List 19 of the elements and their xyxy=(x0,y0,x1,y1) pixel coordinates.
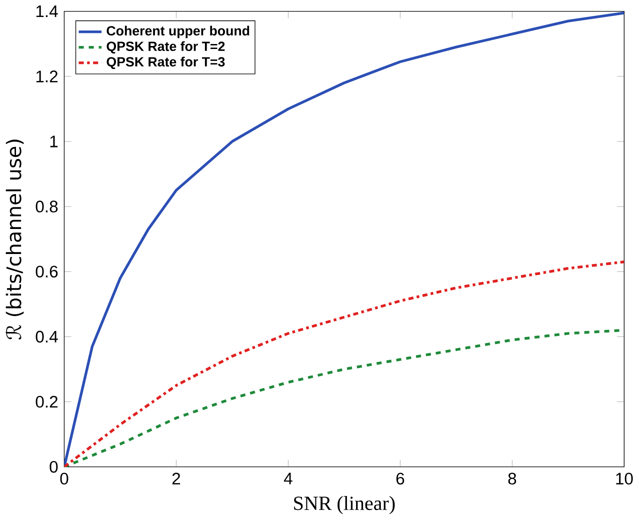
x-tick-label: 10 xyxy=(616,472,633,485)
x-tick-label: 6 xyxy=(396,472,404,485)
y-tick-label: 0 xyxy=(50,461,58,473)
y-tick-label: 1.2 xyxy=(36,70,58,82)
y-tick-label: 1 xyxy=(50,136,58,148)
y-axis-title: ℛ (bits/channel use) xyxy=(6,140,24,340)
legend-label: QPSK Rate for T=2 xyxy=(106,41,225,54)
y-tick-label: 1.4 xyxy=(36,6,58,18)
legend-label: Coherent upper bound xyxy=(106,26,250,38)
x-axis-title: SNR (linear) xyxy=(294,496,395,514)
x-tick-label: 2 xyxy=(172,472,180,485)
x-tick-label: 8 xyxy=(508,472,516,485)
x-tick-label: 4 xyxy=(284,472,292,484)
y-tick-label: 0.4 xyxy=(36,330,58,343)
x-tick-label: 0 xyxy=(60,472,68,485)
y-tick-label: 0.2 xyxy=(36,396,58,408)
legend-label: QPSK Rate for T=3 xyxy=(106,56,225,70)
y-tick-label: 0.6 xyxy=(36,266,58,278)
y-tick-label: 0.8 xyxy=(36,200,58,213)
